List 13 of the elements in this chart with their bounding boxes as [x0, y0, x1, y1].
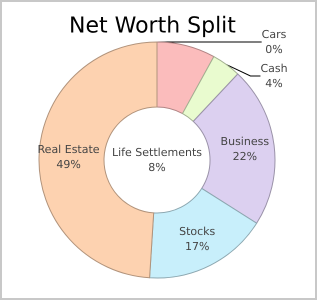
data-label: 4%	[265, 77, 283, 90]
slice-label: Life Settlements	[112, 146, 202, 159]
slice-label: Real Estate	[38, 143, 100, 156]
text: 0%	[265, 43, 283, 56]
data-label: 17%	[184, 240, 210, 253]
data-label: 49%	[56, 158, 81, 172]
category-label: Cars	[262, 28, 286, 41]
slice-label: Stocks	[179, 224, 216, 238]
slice-label: Cash	[260, 62, 288, 75]
data-label: 8%	[148, 161, 166, 174]
chart-title: Net Worth Split	[69, 14, 236, 38]
slice-label: Business	[220, 134, 270, 148]
data-label: 22%	[232, 150, 258, 163]
